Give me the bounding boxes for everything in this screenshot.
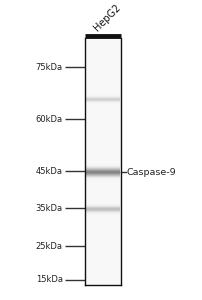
Bar — [86, 184, 120, 185]
Bar — [86, 182, 120, 183]
Bar — [86, 160, 120, 161]
Bar — [86, 210, 120, 211]
Text: HepG2: HepG2 — [92, 2, 123, 33]
Bar — [86, 159, 120, 160]
Bar — [86, 169, 120, 170]
Bar — [86, 203, 120, 204]
Bar — [86, 215, 120, 216]
Bar — [86, 219, 120, 220]
Bar — [86, 204, 120, 205]
Bar — [86, 175, 120, 176]
Text: 35kDa: 35kDa — [36, 203, 63, 212]
Bar — [86, 179, 120, 180]
Text: 15kDa: 15kDa — [36, 275, 63, 284]
Text: 25kDa: 25kDa — [36, 242, 63, 251]
Bar — [85, 38, 121, 285]
Bar — [86, 160, 120, 161]
Bar — [86, 201, 120, 202]
Bar — [86, 213, 120, 214]
Bar — [86, 170, 120, 171]
Bar — [86, 168, 120, 169]
Bar — [86, 173, 120, 174]
Bar — [86, 163, 120, 164]
Bar — [86, 207, 120, 208]
Bar — [86, 185, 120, 186]
Text: Caspase-9: Caspase-9 — [126, 168, 176, 177]
Bar — [86, 165, 120, 166]
Text: 45kDa: 45kDa — [36, 167, 63, 176]
Bar — [86, 202, 120, 203]
Bar — [86, 162, 120, 163]
Bar — [86, 218, 120, 219]
Bar — [86, 171, 120, 172]
Text: 60kDa: 60kDa — [36, 115, 63, 124]
Bar — [86, 177, 120, 178]
Bar — [86, 161, 120, 162]
Bar — [86, 178, 120, 179]
Bar — [86, 206, 120, 207]
Bar — [86, 172, 120, 173]
Bar — [86, 183, 120, 184]
Bar — [86, 217, 120, 218]
Bar — [86, 180, 120, 181]
Bar — [86, 211, 120, 212]
Bar — [86, 181, 120, 182]
Bar — [86, 216, 120, 217]
Bar — [86, 167, 120, 168]
Bar — [86, 214, 120, 215]
Bar — [86, 208, 120, 209]
Bar — [86, 205, 120, 206]
Bar — [86, 200, 120, 201]
Bar — [86, 164, 120, 165]
Bar — [86, 209, 120, 210]
Bar — [86, 174, 120, 175]
Bar — [86, 176, 120, 177]
Bar — [86, 212, 120, 213]
Text: 75kDa: 75kDa — [36, 63, 63, 72]
Bar — [86, 199, 120, 200]
